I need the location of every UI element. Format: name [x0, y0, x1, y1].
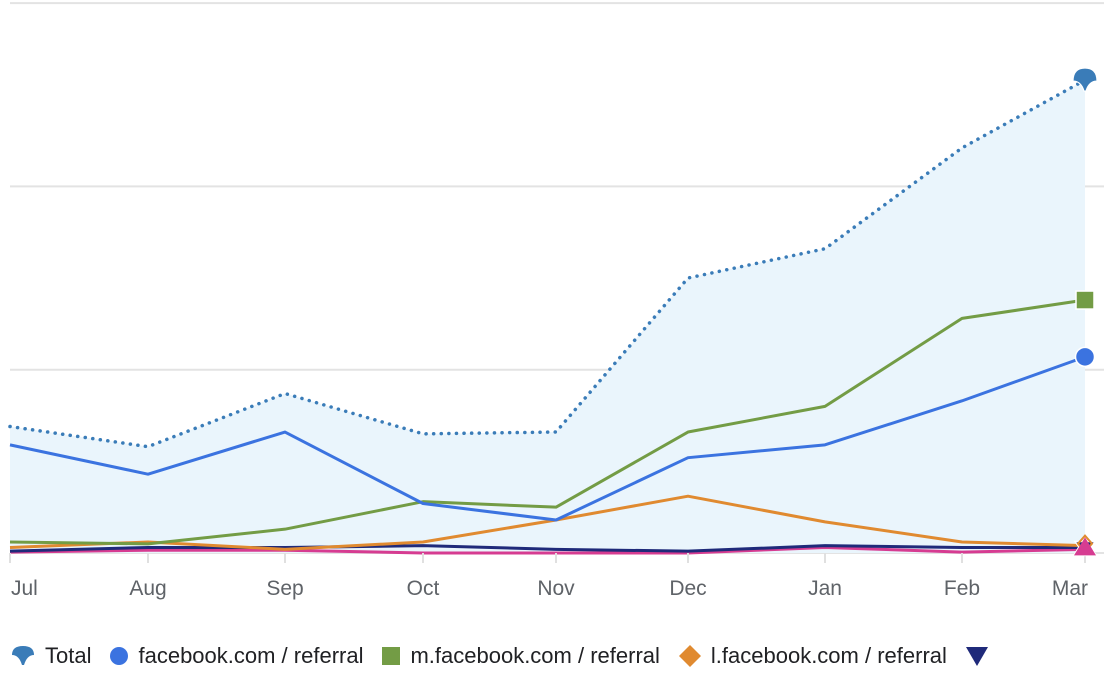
- x-axis-label: Nov: [537, 577, 575, 600]
- legend-label: facebook.com / referral: [138, 643, 364, 668]
- series-line: [8, 78, 1087, 449]
- series-line: [9, 355, 1086, 522]
- circle-icon: [110, 647, 129, 665]
- shell-icon: [12, 646, 34, 665]
- x-axis-label: Feb: [944, 577, 980, 600]
- total-area-fill: [10, 80, 1085, 553]
- x-axis-label: Oct: [407, 577, 440, 600]
- x-axis-label: Mar: [1052, 577, 1088, 600]
- legend-label: m.facebook.com / referral: [410, 643, 660, 668]
- x-axis-label: Jul: [11, 577, 38, 600]
- x-axis-label: Sep: [266, 577, 303, 600]
- shell-icon: [1072, 67, 1098, 92]
- series-line: [9, 298, 1086, 546]
- square-icon: [1075, 290, 1095, 310]
- circle-icon: [1074, 346, 1096, 368]
- x-axis-label: Aug: [129, 577, 166, 600]
- x-axis: Jul Aug Sep Oct Nov Dec Jan Feb Mar: [9, 553, 1088, 600]
- legend-item-m-facebook[interactable]: m.facebook.com / referral: [381, 643, 660, 669]
- legend-label: Total: [45, 643, 92, 668]
- legend: Total facebook.com / referral m.facebook…: [0, 636, 1104, 676]
- legend-item-total[interactable]: Total: [10, 643, 91, 669]
- diamond-icon: [678, 645, 701, 667]
- triangle-up-icon: [1074, 537, 1096, 556]
- triangle-down-icon: [965, 647, 988, 666]
- line-chart: Jul Aug Sep Oct Nov Dec Jan Feb Mar: [8, 2, 1104, 600]
- legend-item-series-5[interactable]: [965, 645, 998, 667]
- square-icon: [382, 647, 401, 665]
- legend-label: l.facebook.com / referral: [710, 643, 947, 668]
- x-axis-label: Jan: [808, 577, 842, 600]
- legend-item-facebook[interactable]: facebook.com / referral: [109, 643, 363, 669]
- series-line: [9, 544, 1085, 553]
- end-markers: [1072, 67, 1098, 557]
- x-axis-label: Dec: [669, 577, 706, 600]
- legend-item-l-facebook[interactable]: l.facebook.com / referral: [678, 643, 947, 669]
